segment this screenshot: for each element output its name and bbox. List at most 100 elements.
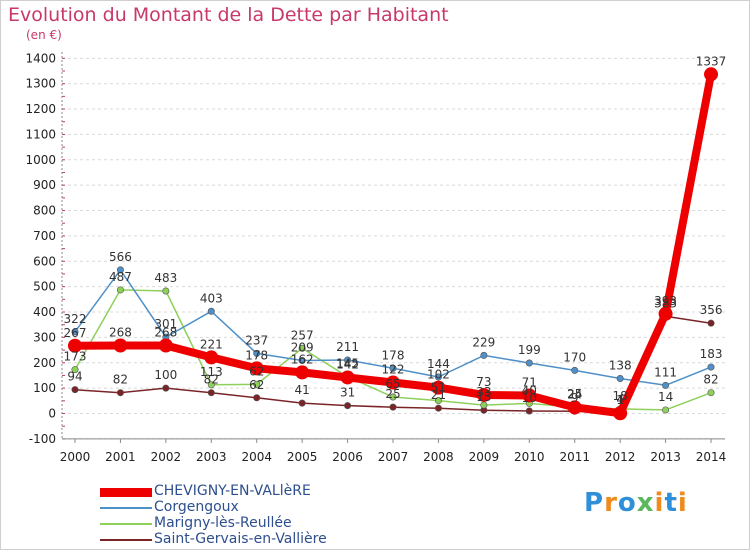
- y-tick-label: 500: [33, 280, 56, 294]
- legend-swatch: [100, 523, 152, 525]
- data-label: 199: [518, 343, 541, 357]
- data-label: 142: [336, 357, 359, 371]
- data-label: 13: [476, 390, 491, 404]
- data-label: 566: [109, 250, 132, 264]
- data-point: [389, 364, 397, 372]
- data-point: [344, 356, 352, 364]
- data-label: 111: [654, 365, 677, 379]
- logo-letter: i: [677, 488, 688, 518]
- data-label: 403: [200, 291, 223, 305]
- data-point: [704, 67, 719, 82]
- legend-swatch: [100, 507, 152, 509]
- y-tick-label: 1300: [25, 77, 56, 91]
- data-label: 170: [563, 350, 586, 364]
- y-tick-label: 1100: [25, 127, 56, 141]
- data-point: [295, 365, 310, 380]
- data-label: 73: [476, 375, 491, 389]
- data-label: 31: [340, 386, 355, 400]
- data-label: 82: [113, 373, 128, 387]
- data-label: 211: [336, 340, 359, 354]
- data-point: [340, 370, 355, 385]
- data-point: [71, 328, 79, 336]
- data-point: [616, 374, 624, 382]
- logo-letter: P: [584, 488, 605, 518]
- data-point: [567, 400, 582, 415]
- y-tick-label: 1000: [25, 153, 56, 167]
- x-tick-label: 2014: [696, 450, 727, 464]
- y-tick-label: -100: [29, 432, 56, 446]
- data-label: 483: [154, 271, 177, 285]
- data-point: [298, 399, 306, 407]
- data-point: [658, 306, 673, 321]
- y-tick-label: 400: [33, 305, 56, 319]
- x-tick-label: 2012: [605, 450, 636, 464]
- data-point: [253, 394, 261, 402]
- data-label: 268: [109, 326, 132, 340]
- legend-label: Saint-Gervais-en-Vallière: [154, 531, 327, 547]
- data-label: 71: [522, 375, 537, 389]
- data-point: [253, 349, 261, 357]
- x-tick-label: 2003: [196, 450, 227, 464]
- data-point: [389, 393, 397, 401]
- data-label: 138: [609, 358, 632, 372]
- legend-swatch: [100, 487, 152, 497]
- x-tick-label: 2006: [332, 450, 363, 464]
- data-label: 267: [64, 326, 87, 340]
- logo-letter: i: [654, 488, 665, 518]
- y-tick-label: 1400: [25, 51, 56, 65]
- proxiti-logo: Proxiti: [584, 488, 688, 518]
- data-label: 322: [64, 312, 87, 326]
- y-tick-label: 700: [33, 229, 56, 243]
- data-label: 51: [431, 381, 446, 395]
- legend-label: Corgengoux: [154, 499, 239, 515]
- data-point: [389, 403, 397, 411]
- axes: -100010020030040050060070080090010001100…: [25, 51, 726, 464]
- data-point: [662, 406, 670, 414]
- y-tick-label: 900: [33, 178, 56, 192]
- data-label: 21: [431, 388, 446, 402]
- data-label: 62: [249, 378, 264, 392]
- data-label: 1: [616, 393, 624, 407]
- x-tick-label: 2000: [60, 450, 91, 464]
- y-tick-label: 200: [33, 356, 56, 370]
- data-point: [162, 287, 170, 295]
- x-tick-label: 2013: [650, 450, 681, 464]
- data-label: 18: [613, 389, 628, 403]
- y-tick-label: 100: [33, 381, 56, 395]
- data-label: 393: [654, 294, 677, 308]
- x-tick-label: 2004: [241, 450, 272, 464]
- data-point: [522, 388, 537, 403]
- data-point: [113, 338, 128, 353]
- data-label: 257: [291, 328, 314, 342]
- data-label: 229: [472, 335, 495, 349]
- data-point: [434, 404, 442, 412]
- y-tick-label: 0: [48, 407, 56, 421]
- data-label: 14: [658, 390, 673, 404]
- y-axis-unit: (en €): [26, 28, 62, 42]
- data-point: [116, 266, 124, 274]
- data-label: 82: [204, 373, 219, 387]
- y-tick-label: 1200: [25, 102, 56, 116]
- data-label: 40: [522, 383, 537, 397]
- data-label: 25: [385, 387, 400, 401]
- data-point: [71, 366, 79, 374]
- y-tick-label: 800: [33, 204, 56, 218]
- x-tick-label: 2009: [469, 450, 500, 464]
- data-label: 173: [64, 350, 87, 364]
- data-point: [116, 286, 124, 294]
- data-label: 9: [571, 391, 579, 405]
- logo-letter: r: [604, 488, 618, 518]
- data-label: 178: [245, 348, 268, 362]
- data-point: [249, 361, 264, 376]
- data-point: [434, 397, 442, 405]
- data-label: 237: [245, 333, 268, 347]
- data-point: [525, 359, 533, 367]
- data-point: [662, 381, 670, 389]
- data-label: 102: [427, 368, 450, 382]
- data-label: 4: [616, 392, 624, 406]
- x-tick-label: 2011: [559, 450, 590, 464]
- series-lines: [68, 67, 719, 421]
- data-point: [207, 381, 215, 389]
- data-point: [298, 356, 306, 364]
